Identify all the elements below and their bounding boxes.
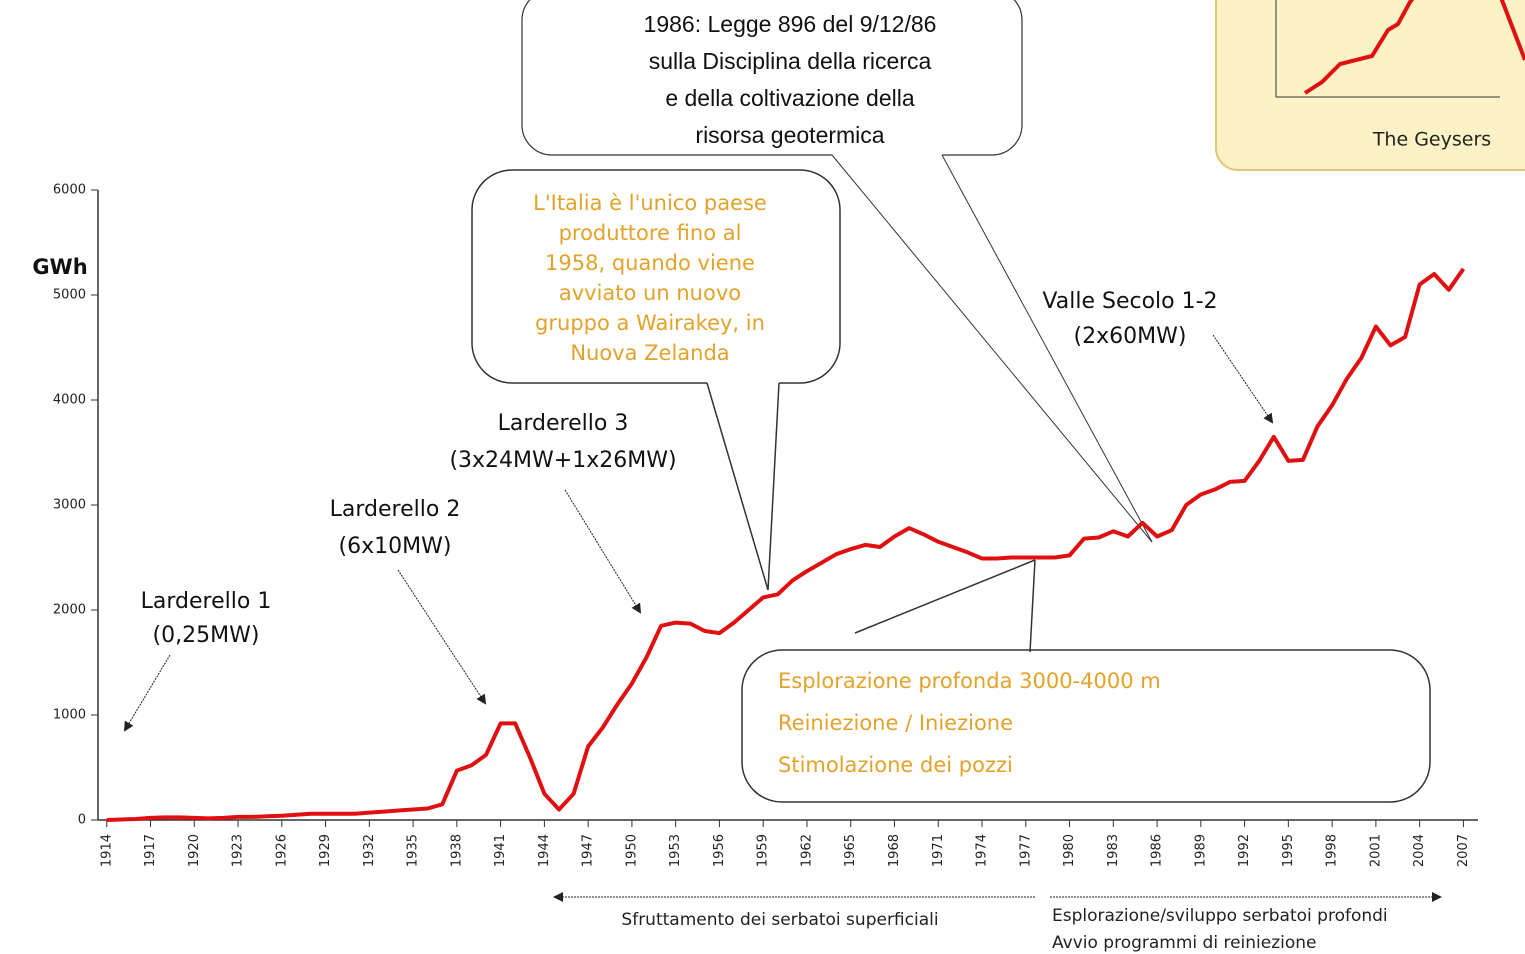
y-tick-label: 5000 [53, 288, 86, 303]
x-tick-label: 1947 [581, 834, 596, 867]
annotation: (0,25MW) [153, 623, 260, 648]
x-tick-label: 1956 [712, 834, 727, 867]
x-tick-label: 1950 [624, 834, 639, 867]
annotation: Nuova Zelanda [570, 341, 729, 365]
annotation: avviato un nuovo [559, 281, 741, 305]
x-tick-label: 1944 [537, 834, 552, 867]
x-tick-label: 1938 [449, 834, 464, 867]
x-tick-label: 2001 [1368, 834, 1383, 867]
x-tick-label: 1998 [1325, 834, 1340, 867]
x-tick-label: 1968 [887, 834, 902, 867]
x-tick-label: 1929 [318, 834, 333, 867]
annotation: Valle Secolo 1-2 [1042, 289, 1217, 314]
annotation: (2x60MW) [1074, 324, 1187, 349]
annotation: gruppo a Wairakey, in [535, 311, 765, 335]
annotation: risorsa geotermica [695, 122, 884, 148]
annotation: e della coltivazione della [665, 85, 915, 111]
annotation: sulla Disciplina della ricerca [649, 48, 932, 74]
x-tick-label: 1923 [231, 834, 246, 867]
x-tick-label: 1932 [362, 834, 377, 867]
y-tick-label: 2000 [53, 603, 86, 618]
data-line [106, 267, 1466, 822]
callout-box [521, 0, 1023, 156]
annotation: 1958, quando viene [545, 251, 755, 275]
annotation: L'Italia è l'unico paese [533, 191, 767, 215]
x-tick-label: 1941 [493, 834, 508, 867]
period-label: Sfruttamento dei serbatoi superficiali [621, 910, 938, 930]
x-tick-label: 1986 [1150, 834, 1165, 867]
annotation: (3x24MW+1x26MW) [449, 448, 676, 473]
x-tick-label: 1989 [1193, 834, 1208, 867]
arrow [123, 654, 171, 732]
annotation: Larderello 2 [330, 497, 461, 522]
arrow [397, 569, 487, 705]
x-tick-label: 1992 [1237, 834, 1252, 867]
annotation: Larderello 1 [141, 589, 272, 614]
annotation: produttore fino al [559, 221, 742, 245]
arrow [1212, 334, 1274, 424]
x-tick-label: 1935 [406, 834, 421, 867]
y-tick-label: 1000 [53, 708, 86, 723]
annotation: Esplorazione profonda 3000-4000 m [778, 669, 1161, 693]
callout-box [741, 649, 1431, 803]
annotation: Larderello 3 [498, 411, 629, 436]
callout-box [471, 169, 841, 384]
x-tick-label: 1953 [668, 834, 683, 867]
x-tick-label: 2004 [1412, 834, 1427, 867]
x-tick-label: 1917 [143, 834, 158, 867]
x-tick-label: 2007 [1456, 834, 1471, 867]
callout-tail [767, 382, 780, 591]
callout-gap [832, 150, 942, 158]
callout-gap [707, 378, 779, 388]
callout-tail [941, 154, 1153, 543]
annotation: Reiniezione / Iniezione [778, 711, 1013, 735]
y-tick-label: 6000 [53, 183, 86, 198]
inset-line [1499, 0, 1525, 61]
inset-line [1303, 0, 1415, 95]
annotation: Stimolazione dei pozzi [778, 753, 1013, 777]
annotation: (6x10MW) [339, 534, 452, 559]
inset-box [1215, 0, 1525, 171]
y-axis-label: GWh [32, 255, 87, 279]
x-tick-label: 1920 [187, 834, 202, 867]
deep-callout [741, 559, 1431, 803]
x-tick-label: 1983 [1106, 834, 1121, 867]
inset: The Geysers [1215, 0, 1525, 171]
inset-label: The Geysers [1372, 129, 1491, 151]
law-callout [521, 0, 1153, 543]
callout-tail [1029, 559, 1036, 653]
callout-tail [831, 154, 1153, 543]
x-tick-label: 1995 [1281, 834, 1296, 867]
italy-callout [471, 169, 841, 591]
x-tick-label: 1974 [975, 834, 990, 867]
x-tick-label: 1914 [99, 834, 114, 867]
period-label: Esplorazione/sviluppo serbatoi profondi [1052, 906, 1388, 926]
x-tick-label: 1962 [799, 834, 814, 867]
arrow [564, 489, 642, 614]
period-label: Avvio programmi di reiniezione [1052, 933, 1317, 953]
callout-tail [706, 382, 769, 591]
callout-tail [854, 559, 1036, 634]
annotation: 1986: Legge 896 del 9/12/86 [644, 11, 937, 37]
x-tick-label: 1926 [274, 834, 289, 867]
y-tick-label: 3000 [53, 498, 86, 513]
x-tick-label: 1980 [1062, 834, 1077, 867]
x-tick-label: 1977 [1018, 834, 1033, 867]
x-tick-label: 1959 [756, 834, 771, 867]
y-tick-label: 0 [78, 813, 86, 828]
x-tick-label: 1971 [931, 834, 946, 867]
x-tick-label: 1965 [843, 834, 858, 867]
y-tick-label: 4000 [53, 393, 86, 408]
